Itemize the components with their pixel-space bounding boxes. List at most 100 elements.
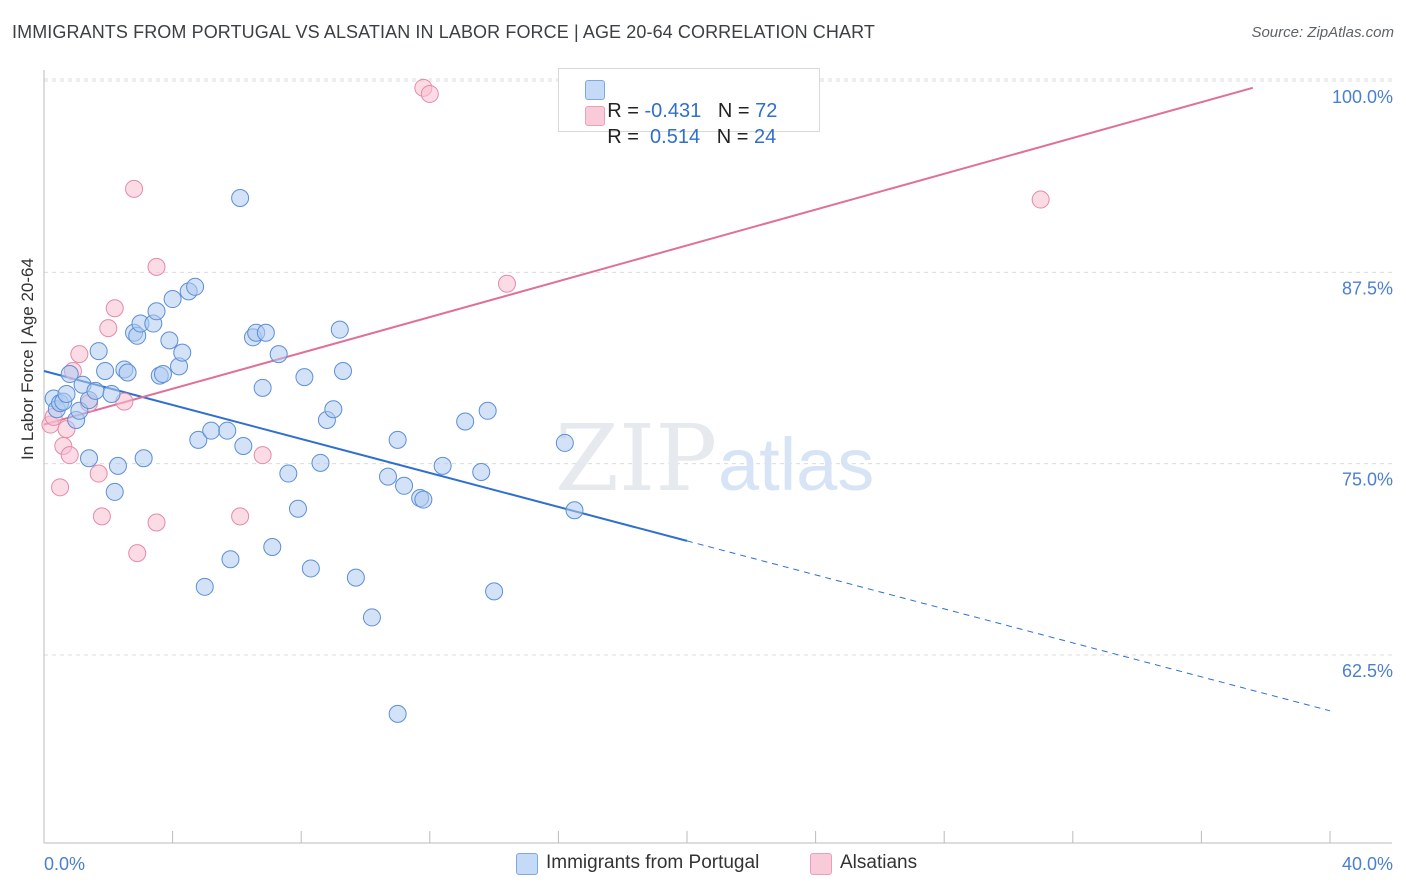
axes bbox=[43, 70, 1392, 844]
bottom-legend-label: Alsatians bbox=[840, 852, 918, 873]
bottom-swatch-blue bbox=[516, 853, 538, 875]
stats-legend: R = -0.431 N = 72 R = 0.514 N = 24 bbox=[558, 68, 820, 148]
legend-r-value: -0.431 bbox=[644, 100, 702, 122]
watermark-zip: ZIP bbox=[555, 405, 717, 512]
legend-n-label: N = bbox=[717, 100, 756, 122]
point-immigrants-from-portugal bbox=[472, 463, 491, 482]
source-credit: Source: ZipAtlas.com bbox=[1251, 24, 1394, 41]
point-alsatians bbox=[70, 345, 89, 364]
point-immigrants-from-portugal bbox=[218, 421, 237, 440]
legend-n-value: 72 bbox=[755, 100, 778, 122]
tick-labels: 62.5% 75.0% 87.5% 100.0% 0.0% 40.0% bbox=[44, 87, 1393, 874]
legend-row-portugal: R = -0.431 N = 72 bbox=[585, 77, 777, 146]
point-immigrants-from-portugal bbox=[231, 189, 250, 208]
point-alsatians bbox=[253, 446, 272, 465]
point-immigrants-from-portugal bbox=[134, 449, 153, 468]
point-alsatians bbox=[420, 84, 439, 103]
point-immigrants-from-portugal bbox=[269, 345, 288, 364]
legend-row-alsatians: R = 0.514 N = 24 bbox=[585, 103, 776, 172]
legend-r-label: R = bbox=[607, 100, 645, 122]
bottom-legend-label: Immigrants from Portugal bbox=[546, 852, 760, 873]
point-immigrants-from-portugal bbox=[234, 436, 253, 455]
point-immigrants-from-portugal bbox=[333, 361, 352, 380]
point-immigrants-from-portugal bbox=[153, 365, 172, 384]
point-immigrants-from-portugal bbox=[301, 559, 320, 578]
y-tick-label: 87.5% bbox=[1342, 278, 1393, 298]
point-immigrants-from-portugal bbox=[414, 490, 433, 509]
point-immigrants-from-portugal bbox=[388, 704, 407, 723]
trend-line-portugal-extension bbox=[686, 540, 1331, 712]
y-tick-label: 100.0% bbox=[1332, 87, 1393, 107]
point-alsatians bbox=[128, 544, 147, 563]
legend-r-value: 0.514 bbox=[644, 126, 701, 148]
point-alsatians bbox=[125, 179, 144, 198]
point-immigrants-from-portugal bbox=[263, 538, 282, 557]
point-alsatians bbox=[231, 507, 250, 526]
point-immigrants-from-portugal bbox=[379, 467, 398, 486]
point-immigrants-from-portugal bbox=[388, 430, 407, 449]
watermark: ZIP atlas bbox=[555, 405, 874, 512]
x-tick-label: 40.0% bbox=[1342, 854, 1393, 874]
point-immigrants-from-portugal bbox=[565, 501, 584, 520]
point-immigrants-from-portugal bbox=[555, 433, 574, 452]
legend-spacer bbox=[700, 126, 717, 148]
point-immigrants-from-portugal bbox=[189, 430, 208, 449]
point-immigrants-from-portugal bbox=[96, 361, 115, 380]
series-immigrants-from-portugal bbox=[44, 189, 584, 723]
point-immigrants-from-portugal bbox=[485, 582, 504, 601]
x-tick-label: 0.0% bbox=[44, 854, 85, 874]
point-immigrants-from-portugal bbox=[105, 482, 124, 501]
point-immigrants-from-portugal bbox=[80, 449, 99, 468]
point-immigrants-from-portugal bbox=[57, 384, 76, 403]
point-alsatians bbox=[497, 274, 516, 293]
point-immigrants-from-portugal bbox=[163, 290, 182, 309]
point-alsatians bbox=[1031, 190, 1050, 209]
point-alsatians bbox=[147, 513, 166, 532]
point-immigrants-from-portugal bbox=[395, 476, 414, 495]
legend-r-label: R = bbox=[607, 126, 645, 148]
point-immigrants-from-portugal bbox=[324, 400, 343, 419]
point-alsatians bbox=[105, 299, 124, 318]
point-immigrants-from-portugal bbox=[108, 456, 127, 475]
point-immigrants-from-portugal bbox=[311, 453, 330, 472]
point-immigrants-from-portugal bbox=[86, 381, 105, 400]
legend-n-value: 24 bbox=[754, 126, 777, 148]
point-immigrants-from-portugal bbox=[253, 378, 272, 397]
point-immigrants-from-portugal bbox=[186, 277, 205, 296]
point-immigrants-from-portugal bbox=[295, 368, 314, 387]
point-immigrants-from-portugal bbox=[195, 577, 214, 596]
point-alsatians bbox=[60, 446, 79, 465]
legend-swatch-pink bbox=[585, 106, 605, 126]
point-alsatians bbox=[147, 257, 166, 276]
point-immigrants-from-portugal bbox=[147, 302, 166, 321]
chart-title: IMMIGRANTS FROM PORTUGAL VS ALSATIAN IN … bbox=[12, 22, 875, 42]
point-immigrants-from-portugal bbox=[89, 342, 108, 361]
trend-line-alsatians bbox=[43, 86, 1254, 426]
y-tick-label: 75.0% bbox=[1342, 470, 1393, 490]
trend-lines bbox=[43, 86, 1331, 712]
point-immigrants-from-portugal bbox=[102, 384, 121, 403]
y-axis-label: In Labor Force | Age 20-64 bbox=[18, 258, 37, 460]
point-immigrants-from-portugal bbox=[173, 343, 192, 362]
series-alsatians bbox=[41, 78, 1050, 563]
watermark-atlas: atlas bbox=[718, 423, 874, 506]
point-immigrants-from-portugal bbox=[433, 456, 452, 475]
bottom-legend-portugal: Immigrants from Portugal bbox=[516, 852, 760, 875]
point-immigrants-from-portugal bbox=[478, 401, 497, 420]
point-immigrants-from-portugal bbox=[330, 320, 349, 339]
point-immigrants-from-portugal bbox=[279, 464, 298, 483]
point-immigrants-from-portugal bbox=[346, 568, 365, 587]
point-immigrants-from-portugal bbox=[456, 412, 475, 431]
point-alsatians bbox=[92, 507, 111, 526]
point-immigrants-from-portugal bbox=[118, 363, 137, 382]
point-immigrants-from-portugal bbox=[256, 323, 275, 342]
point-alsatians bbox=[99, 319, 118, 338]
bottom-swatch-pink bbox=[810, 853, 832, 875]
point-alsatians bbox=[89, 464, 108, 483]
point-immigrants-from-portugal bbox=[202, 421, 221, 440]
bottom-legend-alsatians: Alsatians bbox=[810, 852, 918, 875]
point-immigrants-from-portugal bbox=[160, 331, 179, 350]
point-immigrants-from-portugal bbox=[221, 550, 240, 569]
point-immigrants-from-portugal bbox=[60, 365, 79, 384]
